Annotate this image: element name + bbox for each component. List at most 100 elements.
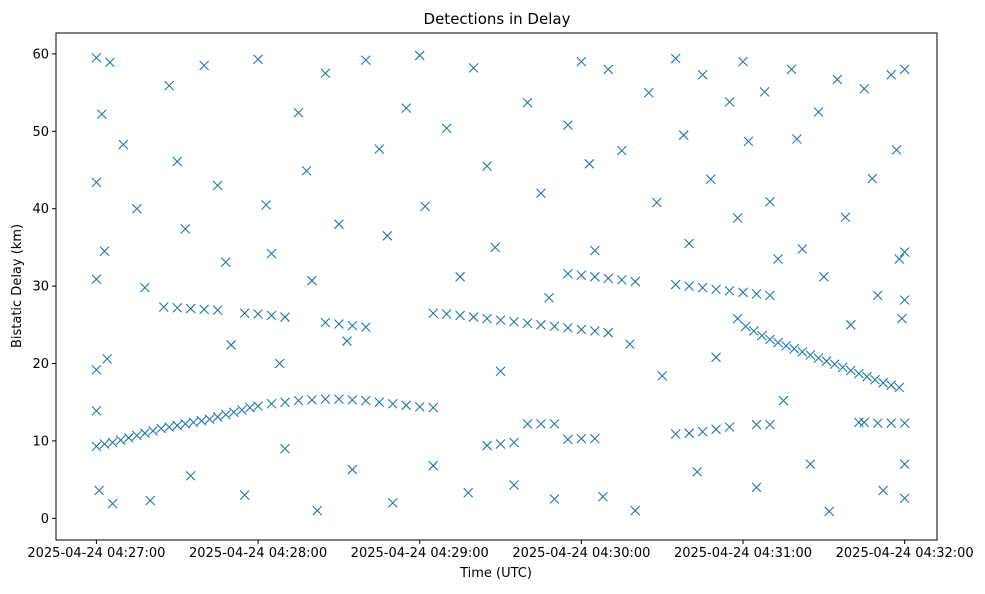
- detection-marker: [549, 321, 560, 332]
- detection-marker: [886, 380, 897, 391]
- detection-marker: [347, 395, 358, 405]
- detection-marker: [172, 156, 183, 167]
- detection-marker: [509, 316, 519, 327]
- detection-marker: [563, 268, 573, 279]
- detection-marker: [522, 97, 533, 108]
- detection-marker: [536, 188, 546, 199]
- detection-marker: [853, 417, 864, 428]
- detection-marker: [616, 145, 627, 156]
- detection-marker: [237, 405, 247, 415]
- detection-marker: [401, 400, 412, 411]
- detection-marker: [212, 412, 223, 422]
- detection-marker: [589, 271, 600, 282]
- detection-marker: [773, 337, 783, 348]
- detection-marker: [886, 418, 897, 429]
- y-axis: 0 10 20 30 40 50 60: [32, 47, 56, 527]
- chart-title: Detections in Delay: [424, 10, 571, 28]
- detection-marker: [91, 177, 102, 188]
- detection-marker: [94, 485, 104, 496]
- detection-marker: [140, 428, 150, 439]
- detection-marker: [245, 402, 255, 413]
- detection-marker: [441, 123, 452, 134]
- detection-marker: [738, 287, 748, 298]
- detection-marker: [180, 223, 191, 234]
- detection-marker: [420, 201, 430, 212]
- x-axis-label: Time (UTC): [459, 566, 532, 581]
- detection-marker: [576, 270, 587, 281]
- detection-marker: [185, 470, 196, 481]
- detection-marker: [732, 313, 743, 324]
- detection-marker: [91, 364, 102, 375]
- detection-marker: [280, 312, 290, 322]
- detection-marker: [899, 459, 910, 470]
- detection-marker: [684, 238, 695, 249]
- detection-marker: [765, 196, 775, 207]
- detection-marker: [220, 257, 231, 268]
- detection-marker: [347, 464, 358, 475]
- detection-marker: [301, 165, 312, 176]
- detection-marker: [253, 401, 263, 411]
- detection-marker: [563, 434, 573, 445]
- detection-marker: [320, 394, 331, 405]
- detection-marker: [226, 340, 237, 350]
- detection-marker: [786, 64, 797, 75]
- detection-marker: [131, 203, 142, 214]
- y-tick-label: 50: [32, 125, 49, 140]
- detection-marker: [172, 302, 183, 313]
- detection-marker: [853, 368, 864, 379]
- detection-marker: [148, 425, 158, 436]
- detection-marker: [598, 491, 608, 502]
- detection-marker: [164, 422, 175, 432]
- detection-marker: [711, 284, 721, 295]
- detection-marker: [441, 309, 452, 319]
- detection-marker: [765, 334, 775, 345]
- detection-marker: [414, 50, 425, 61]
- detection-marker: [705, 174, 716, 185]
- detection-marker: [266, 398, 277, 409]
- detection-marker: [773, 254, 783, 264]
- x-axis: 2025-04-24 04:27:00 2025-04-24 04:28:00 20…: [27, 540, 974, 561]
- detection-marker: [711, 352, 721, 363]
- y-tick-label: 30: [32, 280, 49, 295]
- y-axis-label: Bistatic Delay (km): [10, 224, 25, 348]
- detection-marker: [724, 422, 735, 432]
- detection-marker: [455, 271, 466, 282]
- detection-marker: [845, 365, 856, 376]
- detection-marker: [293, 395, 304, 406]
- detection-marker: [307, 275, 317, 286]
- detection-marker: [870, 374, 880, 385]
- detection-marker: [829, 359, 840, 370]
- detection-marker: [867, 173, 878, 184]
- detection-marker: [751, 288, 762, 299]
- detection-marker: [118, 139, 129, 150]
- detection-marker: [199, 304, 210, 315]
- detection-marker: [765, 419, 775, 430]
- detection-marker: [123, 432, 134, 443]
- detection-marker: [603, 327, 614, 338]
- detection-marker: [468, 312, 479, 322]
- detection-marker: [738, 56, 748, 67]
- detection-marker: [697, 282, 708, 293]
- detection-marker: [266, 248, 277, 259]
- detection-marker: [490, 242, 501, 253]
- detection-marker: [274, 358, 285, 369]
- detection-marker: [813, 353, 824, 363]
- detection-marker: [482, 440, 492, 451]
- detection-marker: [253, 54, 263, 65]
- detection-marker: [536, 419, 546, 429]
- detection-marker: [778, 395, 789, 406]
- detection-marker: [495, 366, 506, 377]
- x-tick-label: 2025-04-24 04:30:00: [512, 546, 650, 561]
- detection-marker: [894, 254, 905, 264]
- detection-marker: [899, 418, 910, 429]
- detection-marker: [104, 57, 115, 68]
- detection-marker: [312, 505, 323, 516]
- detection-marker: [813, 107, 824, 117]
- detection-marker: [603, 64, 614, 75]
- detection-marker: [156, 423, 166, 434]
- y-tick-label: 20: [32, 357, 49, 372]
- detection-marker: [894, 382, 905, 393]
- detection-marker: [261, 199, 272, 210]
- detection-marker: [692, 466, 703, 477]
- detection-marker: [99, 439, 110, 449]
